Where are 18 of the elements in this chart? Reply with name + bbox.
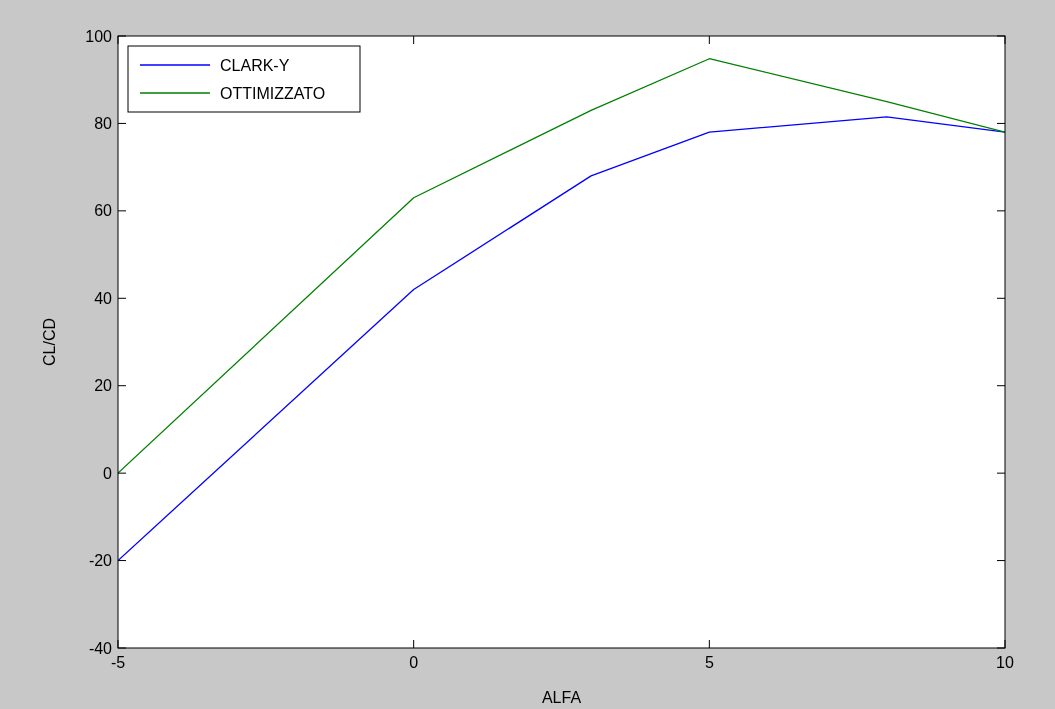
y-axis-title: CL/CD (41, 317, 58, 367)
y-tick-label: 40 (94, 289, 113, 307)
y-tick-label: -20 (88, 552, 113, 570)
line-series (118, 116, 1005, 562)
y-tick-label: 0 (103, 464, 113, 482)
x-tick-label: 0 (409, 654, 419, 671)
legend-label: OTTIMIZZATO (220, 84, 326, 102)
x-tick-label: 5 (704, 654, 714, 671)
y-tick-label: 100 (85, 27, 113, 45)
x-axis-title: ALFA (541, 689, 582, 706)
x-tick-label: -5 (110, 654, 126, 671)
legend-label: CLARK-Y (220, 56, 290, 74)
y-tick-label: 60 (94, 202, 113, 220)
y-tick-label: 80 (94, 115, 113, 133)
y-tick-label: 20 (94, 377, 113, 395)
x-tick-label: 10 (996, 654, 1014, 671)
y-tick-label: -40 (88, 639, 113, 657)
line-series (118, 58, 1005, 474)
